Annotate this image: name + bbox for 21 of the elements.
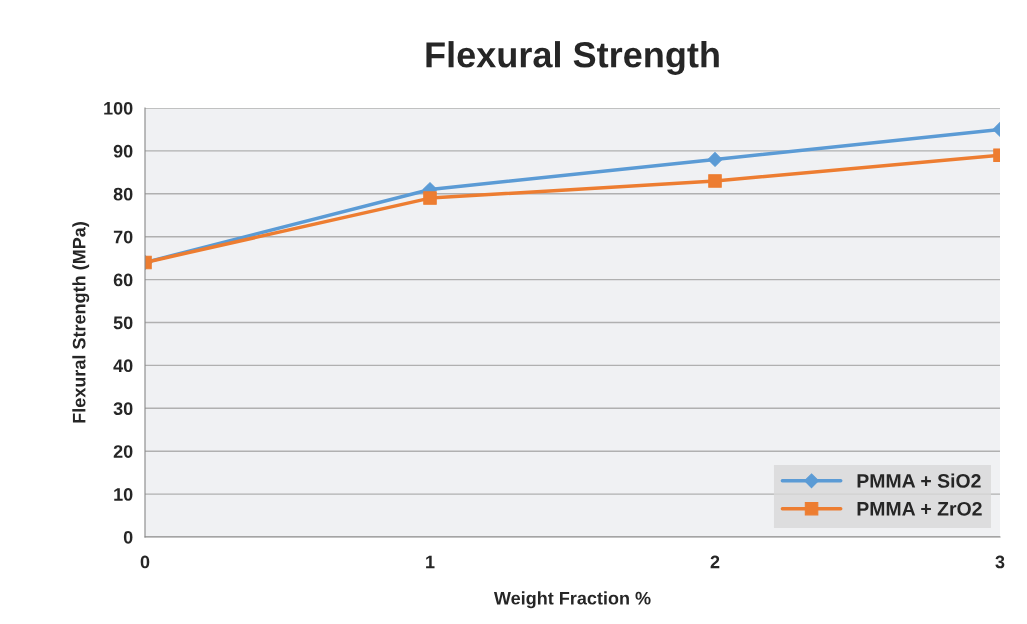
y-tick-label: 10 bbox=[114, 488, 133, 501]
x-axis-title: Weight Fraction % bbox=[493, 591, 651, 609]
y-tick-label: 70 bbox=[113, 230, 133, 244]
y-tick-label: 40 bbox=[113, 359, 133, 373]
x-tick-label: 1 bbox=[426, 555, 435, 569]
point bbox=[707, 152, 723, 167]
legend-label: PMMA + SiO2 bbox=[857, 473, 981, 488]
y-tick-label: 20 bbox=[113, 445, 133, 458]
y-tick-label: 80 bbox=[113, 187, 133, 201]
x-tick-label: 2 bbox=[710, 555, 720, 569]
y-tick-label: 60 bbox=[113, 273, 133, 287]
legend-label: PMMA + ZrO2 bbox=[857, 501, 982, 516]
y-tick-label: 0 bbox=[123, 530, 133, 544]
y-tick-label: 100 bbox=[104, 101, 133, 115]
y-tick-label: 30 bbox=[113, 402, 133, 416]
x-tick-label: 3 bbox=[995, 555, 1005, 569]
y-axis-title: Flexural Strength (MPa) bbox=[72, 222, 90, 423]
chart-title: Flexural Strength bbox=[426, 41, 719, 75]
y-tick-label: 90 bbox=[113, 144, 133, 158]
x-tick-label: 0 bbox=[140, 555, 150, 569]
y-tick-label: 50 bbox=[113, 316, 133, 330]
